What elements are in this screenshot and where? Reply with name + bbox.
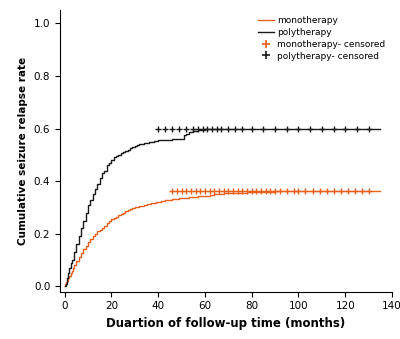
Y-axis label: Cumulative seizure relapse rate: Cumulative seizure relapse rate <box>18 57 28 245</box>
X-axis label: Duartion of follow-up time (months): Duartion of follow-up time (months) <box>106 317 346 330</box>
Legend: monotherapy, polytherapy, monotherapy- censored, polytherapy- censored: monotherapy, polytherapy, monotherapy- c… <box>256 15 388 62</box>
